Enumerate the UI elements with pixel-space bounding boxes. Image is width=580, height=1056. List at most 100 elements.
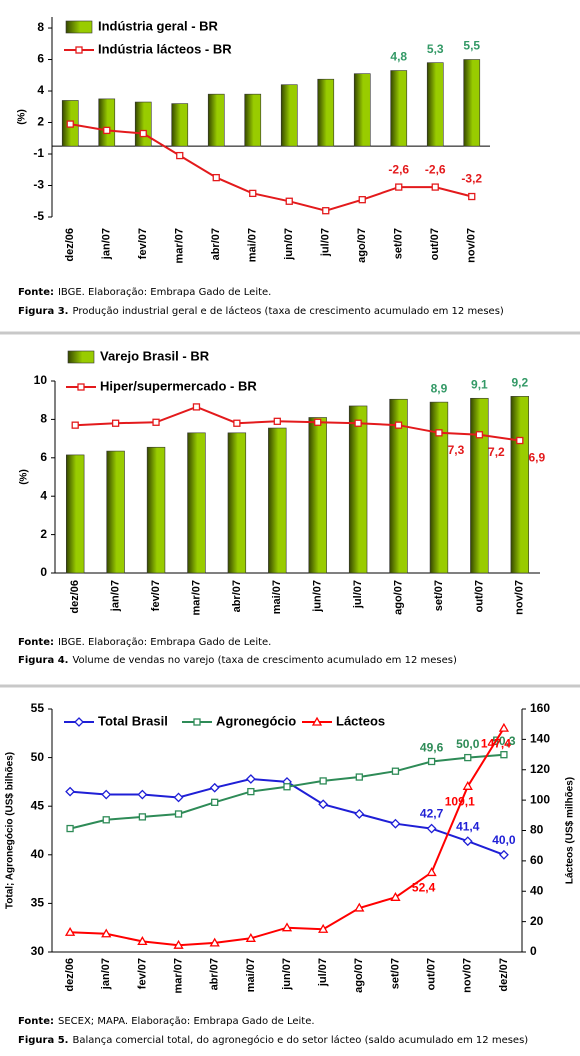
source-text: SECEX; MAPA. Elaboração: Embrapa Gado de…	[58, 1016, 315, 1027]
bar	[146, 446, 166, 574]
marker	[65, 786, 75, 797]
caption-text: Balança comercial total, do agronegócio …	[72, 1034, 528, 1046]
x-tick-label: mar/07	[174, 228, 186, 263]
y-tick-label: 4	[37, 83, 44, 97]
legend-label: Indústria lácteos - BR	[98, 41, 232, 56]
x-tick-label: jan/07	[110, 580, 122, 612]
y2-tick-label: 20	[530, 914, 544, 928]
data-label: 4,8	[390, 50, 407, 64]
data-label: 49,6	[420, 741, 444, 755]
legend-label: Varejo Brasil - BR	[100, 348, 210, 363]
marker	[355, 773, 363, 781]
legend-marker	[311, 716, 323, 726]
source-label: Fonte:	[18, 637, 54, 648]
marker	[390, 818, 401, 829]
x-tick-label: fev/07	[137, 228, 149, 259]
x-tick-label: mai/07	[247, 228, 259, 262]
x-tick-label: out/07	[473, 580, 485, 612]
marker	[71, 421, 79, 429]
y-tick-label: -3	[33, 178, 44, 192]
data-label: 5,3	[427, 42, 444, 56]
x-tick-label: abr/07	[231, 580, 243, 612]
data-label: 6,9	[528, 451, 545, 465]
marker	[391, 767, 400, 775]
bar	[207, 93, 225, 147]
marker	[319, 777, 327, 785]
bar	[227, 432, 247, 574]
marker	[500, 751, 508, 759]
y2-tick-label: 160	[530, 701, 550, 715]
x-tick-label: jul/07	[320, 228, 332, 257]
marker	[354, 809, 365, 819]
data-label: 5,5	[463, 39, 480, 53]
bar	[268, 427, 287, 574]
x-tick-label: mai/07	[245, 958, 257, 992]
marker	[394, 421, 403, 429]
marker	[152, 418, 160, 426]
data-label: 7,3	[448, 443, 465, 457]
y-tick-label: 45	[31, 798, 45, 812]
caption-label: Figura 3.	[18, 306, 68, 317]
x-tick-label: set/07	[393, 228, 405, 259]
legend-label: Lácteos	[336, 713, 385, 728]
marker	[174, 810, 183, 818]
source-text: IBGE. Elaboração: Embrapa Gado de Leite.	[58, 287, 271, 298]
y2-tick-label: 60	[530, 853, 544, 867]
marker	[173, 939, 184, 949]
x-tick-label: dez/07	[498, 958, 510, 992]
y-tick-label: -1	[33, 146, 44, 160]
y-tick-label: 30	[31, 944, 45, 958]
marker	[176, 151, 184, 160]
marker	[233, 419, 241, 427]
marker	[209, 782, 220, 793]
data-label: 40,0	[492, 833, 516, 847]
y-tick-label: 2	[40, 527, 47, 541]
marker	[475, 431, 484, 439]
marker	[103, 126, 111, 135]
data-label: 52,4	[412, 881, 436, 895]
x-tick-label: jan/07	[101, 228, 113, 260]
x-tick-label: mai/07	[271, 580, 283, 614]
legend-marker	[193, 718, 201, 726]
x-tick-label: mar/07	[172, 958, 184, 993]
marker	[354, 902, 365, 912]
y2-tick-label: 80	[530, 823, 544, 837]
data-label: -2,6	[425, 162, 446, 176]
legend-marker	[77, 383, 85, 391]
source-label: Fonte:	[18, 1016, 54, 1027]
bar	[389, 398, 408, 574]
y-axis-title: Total; Agronegócio (US$ bilhões)	[5, 752, 16, 909]
y-tick-label: 2	[37, 115, 44, 129]
marker	[101, 789, 112, 800]
x-tick-label: dez/06	[64, 958, 76, 992]
marker	[498, 722, 510, 732]
marker	[314, 418, 322, 426]
bar	[308, 417, 327, 574]
marker	[318, 923, 329, 933]
marker	[462, 780, 473, 790]
x-tick-label: dez/06	[64, 228, 76, 262]
y-tick-label: 6	[40, 450, 47, 464]
data-label: -3,2	[461, 172, 482, 186]
legend-swatch	[67, 350, 95, 364]
bar	[426, 62, 444, 147]
marker	[468, 192, 476, 201]
x-tick-label: ago/07	[356, 228, 368, 263]
x-tick-label: nov/07	[466, 228, 478, 263]
bar	[134, 101, 152, 147]
marker	[283, 783, 291, 791]
marker	[462, 836, 473, 847]
source: Fonte: IBGE. Elaboração: Embrapa Gado de …	[18, 287, 271, 298]
data-label: 42,7	[420, 807, 444, 821]
source-text: IBGE. Elaboração: Embrapa Gado de Leite.	[58, 637, 271, 648]
marker	[318, 799, 329, 810]
x-tick-label: dez/06	[69, 580, 81, 614]
y-tick-label: 10	[34, 373, 48, 387]
y-tick-label: 0	[40, 565, 47, 579]
bar	[187, 432, 206, 574]
bar	[317, 78, 335, 147]
legend-label: Indústria geral - BR	[98, 18, 219, 33]
legend-marker	[74, 717, 84, 727]
